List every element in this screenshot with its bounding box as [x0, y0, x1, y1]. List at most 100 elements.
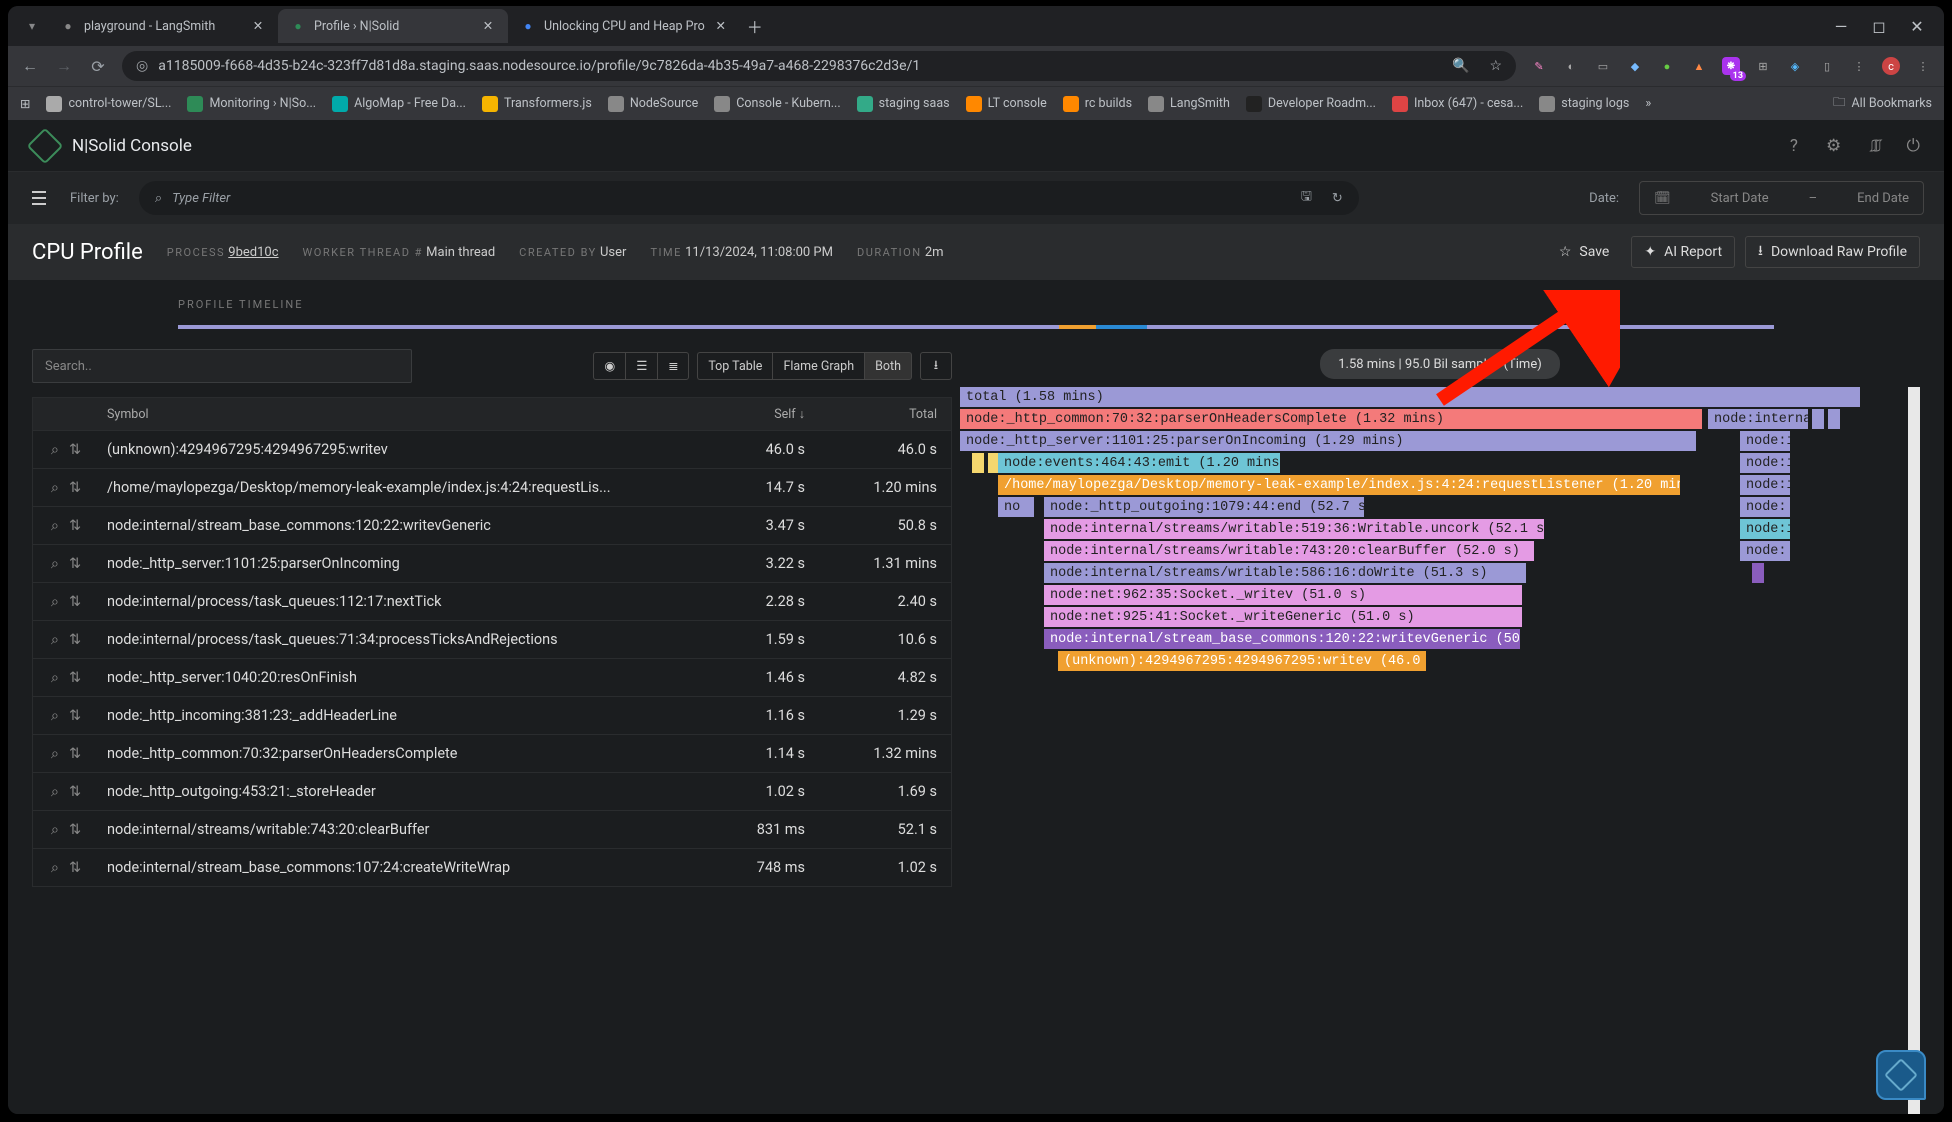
table-row[interactable]: ⌕ ⇅ node:_http_incoming:381:23:_addHeade… — [33, 696, 951, 734]
sort-icon[interactable]: ⇅ — [69, 631, 81, 648]
flame-frame[interactable]: node:events:464:43:emit (1.20 mins) — [998, 453, 1280, 473]
sort-icon[interactable]: ⇅ — [69, 783, 81, 800]
sort-icon[interactable]: ⇅ — [69, 821, 81, 838]
ext-icon[interactable]: ◆ — [1626, 57, 1644, 75]
flame-frame[interactable] — [1812, 409, 1824, 429]
table-row[interactable]: ⌕ ⇅ node:internal/stream_base_commons:10… — [33, 848, 951, 886]
focus-icon[interactable]: ⌕ — [51, 821, 59, 838]
minimize-icon[interactable]: — — [1832, 17, 1850, 36]
tab-menu-icon[interactable]: ▾ — [24, 18, 40, 34]
bookmark-item[interactable]: staging saas — [857, 96, 950, 112]
focus-icon[interactable]: ⌕ — [51, 555, 59, 572]
back-button[interactable]: ← — [20, 56, 40, 76]
flame-frame[interactable]: node: — [1740, 541, 1790, 561]
bookmark-item[interactable]: LT console — [966, 96, 1047, 112]
sort-icon[interactable]: ⇅ — [69, 669, 81, 686]
url-field[interactable]: ◎ a1185009-f668-4d35-b24c-323ff7d81d8a.s… — [122, 51, 1516, 81]
focus-icon[interactable]: ⌕ — [51, 479, 59, 496]
sort-icon[interactable]: ⇅ — [69, 859, 81, 876]
export-button[interactable]: ⭳ — [920, 352, 952, 380]
sort-icon[interactable]: ⇅ — [69, 479, 81, 496]
flame-graph[interactable]: total (1.58 mins)node:_http_common:70:32… — [960, 387, 1920, 1114]
focus-icon[interactable]: ⌕ — [51, 517, 59, 534]
date-range-picker[interactable]: 🗓 Start Date – End Date — [1639, 181, 1924, 215]
site-info-icon[interactable]: ◎ — [136, 58, 148, 74]
flame-frame[interactable]: node:net:962:35:Socket._writev (51.0 s) — [1044, 585, 1522, 605]
table-row[interactable]: ⌕ ⇅ (unknown):4294967295:4294967295:writ… — [33, 430, 951, 468]
view-grouped-button[interactable]: ≣ — [657, 352, 689, 380]
bookmark-item[interactable]: NodeSource — [608, 96, 698, 112]
table-row[interactable]: ⌕ ⇅ node:_http_outgoing:453:21:_storeHea… — [33, 772, 951, 810]
flame-frame[interactable] — [1828, 409, 1840, 429]
bookmark-item[interactable]: staging logs — [1539, 96, 1629, 112]
profile-avatar[interactable]: c — [1882, 57, 1900, 75]
new-tab-button[interactable]: ＋ — [741, 12, 769, 40]
sidebar-toggle-button[interactable] — [28, 187, 50, 209]
sort-icon[interactable]: ⇅ — [69, 593, 81, 610]
bookmark-item[interactable]: Transformers.js — [482, 96, 592, 112]
flame-frame[interactable] — [1752, 563, 1764, 583]
ext-icon[interactable]: ● — [1658, 57, 1676, 75]
flame-frame[interactable]: (unknown):4294967295:4294967295:writev (… — [1058, 651, 1426, 671]
focus-icon[interactable]: ⌕ — [51, 783, 59, 800]
col-total[interactable]: Total — [819, 407, 951, 422]
help-icon[interactable]: ? — [1790, 136, 1798, 156]
bookmark-item[interactable]: control-tower/SL... — [46, 96, 171, 112]
bookmark-item[interactable]: rc builds — [1063, 96, 1132, 112]
search-input[interactable]: Search.. — [32, 349, 412, 383]
focus-icon[interactable]: ⌕ — [51, 669, 59, 686]
history-icon[interactable]: ↻ — [1332, 191, 1343, 206]
close-icon[interactable]: ✕ — [1908, 17, 1926, 36]
process-link[interactable]: 9bed10c — [228, 245, 278, 260]
tab-top-table[interactable]: Top Table — [697, 352, 772, 380]
bookmark-item[interactable]: Monitoring › N|So... — [187, 96, 316, 112]
flame-frame[interactable]: node:internal/streams/writable:743:20:cl… — [1044, 541, 1534, 561]
tab-close-icon[interactable]: ✕ — [480, 18, 496, 34]
ext-icon[interactable]: ◐ — [1562, 57, 1580, 75]
table-row[interactable]: ⌕ ⇅ /home/maylopezga/Desktop/memory-leak… — [33, 468, 951, 506]
download-raw-button[interactable]: ⭳ Download Raw Profile — [1745, 236, 1920, 268]
flame-frame[interactable]: node:internal/stream_base_commons:120:22… — [1044, 629, 1520, 649]
tab-close-icon[interactable]: ✕ — [250, 18, 266, 34]
col-symbol[interactable]: Symbol — [99, 407, 699, 422]
flame-frame[interactable]: total (1.58 mins) — [960, 387, 1860, 407]
flame-frame[interactable]: node:_http_outgoing:1079:44:end (52.7 s) — [1044, 497, 1364, 517]
flame-frame[interactable] — [972, 453, 984, 473]
bookmark-item[interactable]: Inbox (647) - cesa... — [1392, 96, 1523, 112]
all-bookmarks-button[interactable]: 🗀 All Bookmarks — [1833, 93, 1932, 114]
settings-icon[interactable]: ⚙ — [1826, 136, 1841, 156]
table-row[interactable]: ⌕ ⇅ node:internal/process/task_queues:71… — [33, 620, 951, 658]
controls-icon[interactable]: ⎎⎎ — [1869, 136, 1878, 156]
flame-frame[interactable]: node:i — [1740, 475, 1790, 495]
flame-frame[interactable]: node:i — [1740, 519, 1790, 539]
sort-icon[interactable]: ⇅ — [69, 745, 81, 762]
ext-icon[interactable]: ◈ — [1786, 57, 1804, 75]
focus-icon[interactable]: ⌕ — [51, 593, 59, 610]
flame-frame[interactable]: no — [998, 497, 1034, 517]
ext-icon[interactable]: ⋮ — [1850, 57, 1868, 75]
save-filter-icon[interactable]: 🖫 — [1301, 187, 1312, 209]
focus-icon[interactable]: ⌕ — [51, 859, 59, 876]
flame-frame[interactable]: node:interna — [1708, 409, 1808, 429]
table-row[interactable]: ⌕ ⇅ node:_http_server:1040:20:resOnFinis… — [33, 658, 951, 696]
view-sunburst-button[interactable]: ◉ — [593, 352, 625, 380]
sort-icon[interactable]: ⇅ — [69, 555, 81, 572]
bookmarks-overflow[interactable]: » — [1645, 96, 1651, 111]
flame-frame[interactable]: node:i — [1740, 453, 1790, 473]
focus-icon[interactable]: ⌕ — [51, 631, 59, 648]
ext-icon[interactable]: ✎ — [1530, 57, 1548, 75]
power-icon[interactable]: ⏻ — [1907, 136, 1920, 156]
browser-tab[interactable]: ● Profile › N|Solid ✕ — [278, 9, 508, 43]
table-row[interactable]: ⌕ ⇅ node:_http_server:1101:25:parserOnIn… — [33, 544, 951, 582]
focus-icon[interactable]: ⌕ — [51, 441, 59, 458]
flame-frame[interactable]: node:internal/streams/writable:519:36:Wr… — [1044, 519, 1544, 539]
flame-frame[interactable]: node: — [1740, 497, 1790, 517]
tab-flame-graph[interactable]: Flame Graph — [772, 352, 864, 380]
ext-icon[interactable]: ▭ — [1594, 57, 1612, 75]
focus-icon[interactable]: ⌕ — [51, 707, 59, 724]
table-row[interactable]: ⌕ ⇅ node:internal/process/task_queues:11… — [33, 582, 951, 620]
flame-frame[interactable]: node:_http_server:1101:25:parserOnIncomi… — [960, 431, 1696, 451]
timeline-bar[interactable] — [178, 325, 1774, 329]
col-self[interactable]: Self ↓ — [699, 407, 819, 422]
ext-icon-badge[interactable]: ❋ 13 — [1722, 57, 1740, 75]
